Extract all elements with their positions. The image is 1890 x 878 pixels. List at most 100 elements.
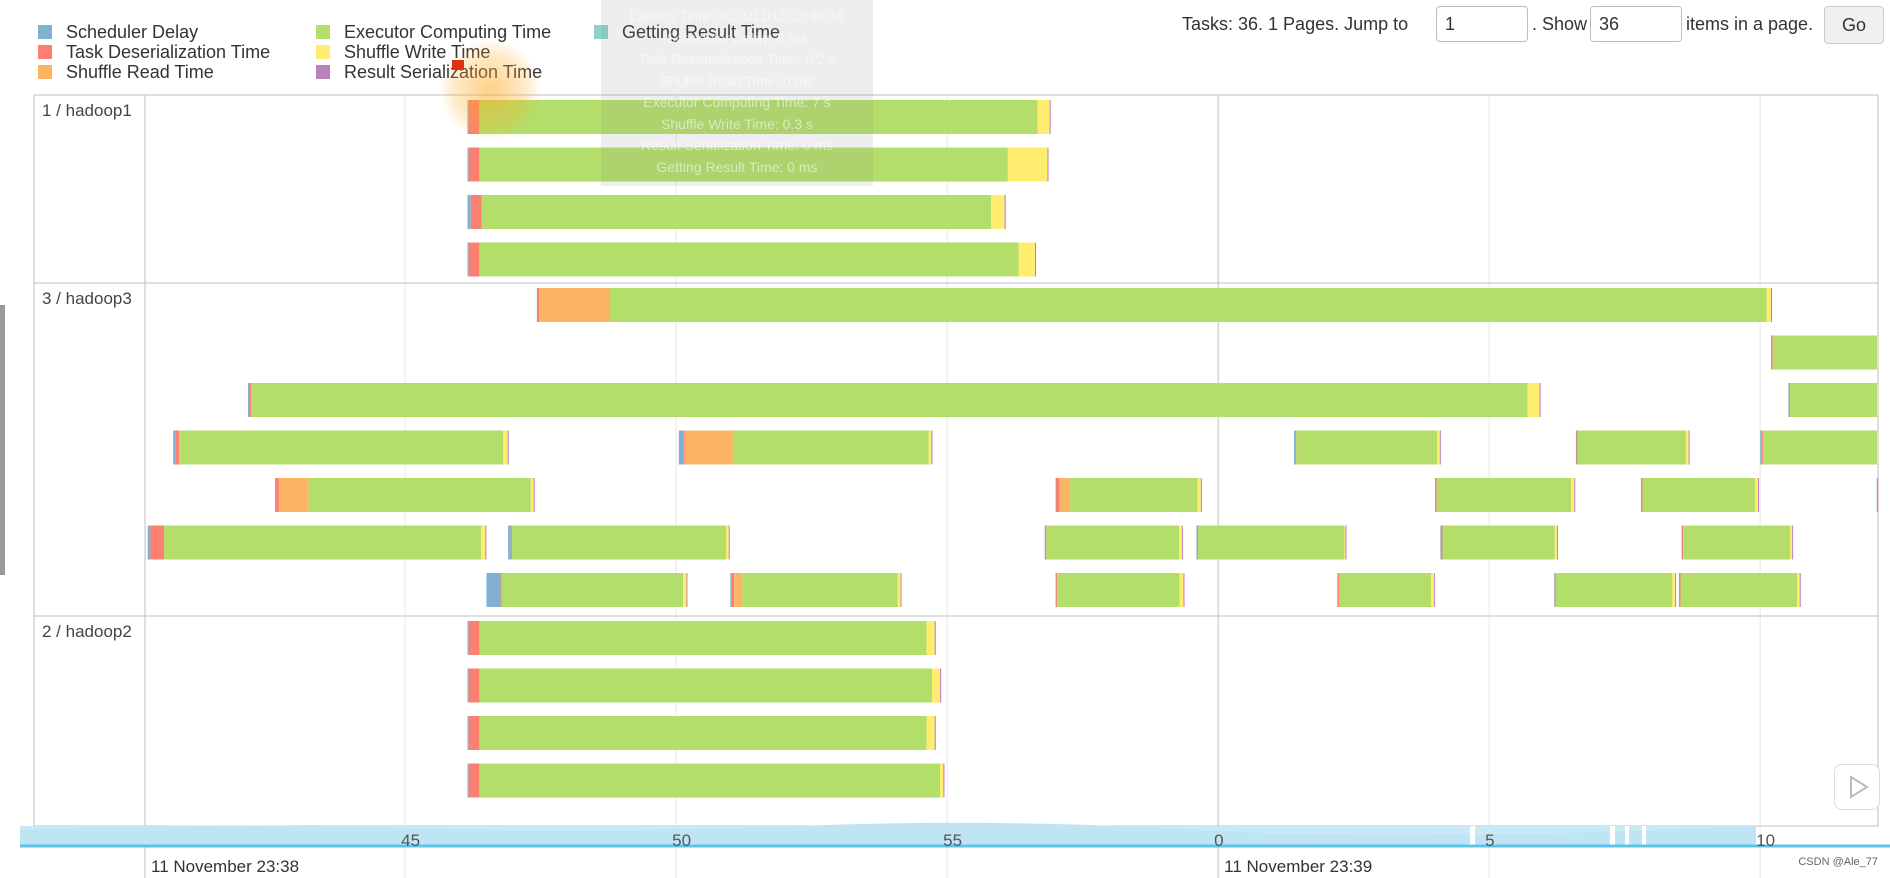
items-per-page-label: items in a page. (1686, 14, 1814, 34)
task-phase-segment (1575, 430, 1577, 465)
task-phase-segment (1296, 430, 1438, 465)
task-phase-segment (1018, 242, 1035, 277)
task-bar[interactable] (467, 763, 945, 798)
task-bar[interactable] (1055, 478, 1202, 512)
task-phase-segment (1681, 525, 1683, 560)
task-phase-segment (1034, 242, 1037, 277)
axis-tick-label: 5 (1485, 831, 1494, 850)
task-bar[interactable] (467, 242, 1037, 277)
task-phase-segment (530, 478, 534, 512)
task-bar[interactable] (730, 573, 902, 607)
tasks-count-label: Tasks: 36. 1 Pages. Jump to (1182, 14, 1409, 34)
task-phase-segment (467, 242, 469, 277)
task-phase-segment (485, 525, 487, 560)
task-phase-segment (1772, 335, 1877, 370)
legend-swatch (38, 45, 52, 59)
task-phase-segment (940, 763, 944, 798)
legend-swatch (316, 45, 330, 59)
task-phase-segment (507, 430, 509, 465)
task-bar[interactable] (1434, 478, 1576, 512)
task-phase-segment (1004, 195, 1006, 229)
tooltip-line: Launch Time: 2021/11/11 23:38:48 (629, 8, 845, 24)
task-phase-segment (275, 478, 277, 512)
task-phase-segment (1792, 525, 1794, 560)
task-phase-segment (1046, 525, 1180, 560)
task-bar[interactable] (1678, 573, 1801, 607)
task-phase-segment (1037, 100, 1050, 134)
task-phase-segment (1556, 525, 1558, 560)
task-bar[interactable] (467, 147, 1049, 182)
task-bar[interactable] (467, 100, 1051, 134)
legend-swatch (38, 25, 52, 39)
items-per-page-input[interactable] (1590, 6, 1682, 42)
task-phase-segment (934, 621, 936, 655)
task-phase-segment (1680, 573, 1798, 607)
task-phase-segment (940, 668, 942, 703)
task-phase-segment (726, 525, 729, 560)
legend-swatch (316, 25, 330, 39)
task-bar[interactable] (1294, 430, 1441, 465)
task-bar[interactable] (275, 478, 535, 512)
task-phase-segment (1685, 430, 1689, 465)
task-bar[interactable] (508, 525, 730, 560)
task-bar[interactable] (1681, 525, 1794, 560)
task-bar[interactable] (247, 383, 1541, 417)
task-phase-segment (1197, 525, 1199, 560)
task-bar[interactable] (1575, 430, 1690, 465)
task-bar[interactable] (678, 430, 933, 465)
task-phase-segment (733, 430, 929, 465)
task-phase-segment (467, 716, 469, 750)
task-phase-segment (468, 147, 480, 182)
task-phase-segment (609, 288, 1767, 322)
task-bar[interactable] (1044, 525, 1183, 560)
task-phase-segment (1345, 525, 1347, 560)
task-bar[interactable] (1640, 478, 1759, 512)
play-icon[interactable] (1834, 764, 1880, 810)
task-bar[interactable] (536, 288, 1773, 322)
task-phase-segment (1196, 525, 1198, 560)
task-phase-segment (928, 430, 932, 465)
task-phase-segment (991, 195, 1005, 229)
legend-swatch (594, 25, 608, 39)
task-phase-segment (1179, 573, 1184, 607)
task-phase-segment (1760, 430, 1762, 465)
task-phase-segment (1672, 573, 1676, 607)
task-bar[interactable] (1771, 335, 1877, 370)
go-button[interactable]: Go (1824, 6, 1884, 44)
tooltip-line: Task Deserialization Time: 0.2 s (638, 51, 836, 67)
task-bar[interactable] (1876, 478, 1879, 512)
axis-tick-label: 50 (672, 831, 691, 850)
task-bar[interactable] (1196, 525, 1347, 560)
task-bar[interactable] (486, 573, 688, 607)
task-phase-segment (1437, 430, 1440, 465)
task-phase-segment (1788, 383, 1790, 417)
task-bar[interactable] (1440, 525, 1558, 560)
task-phase-segment (1640, 478, 1642, 512)
task-bar[interactable] (1788, 383, 1877, 417)
task-phase-segment (1762, 430, 1877, 465)
task-bar[interactable] (1554, 573, 1677, 607)
task-phase-segment (1789, 525, 1793, 560)
task-phase-segment (179, 430, 504, 465)
task-bar[interactable] (173, 430, 509, 465)
task-bar[interactable] (1337, 573, 1435, 607)
task-bar[interactable] (467, 716, 936, 750)
tooltip-line: Executor Computing Time: 7 s (643, 94, 831, 110)
task-phase-segment (479, 242, 1019, 277)
page-number-input[interactable] (1436, 6, 1528, 42)
task-bar[interactable] (1760, 430, 1877, 465)
task-bar[interactable] (467, 621, 936, 655)
task-phase-segment (1440, 525, 1442, 560)
task-bar[interactable] (467, 668, 942, 703)
task-phase-segment (1433, 573, 1435, 607)
task-bar[interactable] (467, 195, 1006, 229)
tooltip-line: Scheduler Delay: 0 ms (666, 29, 808, 46)
task-phase-segment (503, 430, 508, 465)
task-phase-segment (742, 573, 898, 607)
task-phase-segment (1574, 478, 1576, 512)
task-phase-segment (1688, 430, 1690, 465)
scroll-handle[interactable] (0, 305, 5, 575)
task-bar[interactable] (147, 525, 487, 560)
task-bar[interactable] (1055, 573, 1185, 607)
